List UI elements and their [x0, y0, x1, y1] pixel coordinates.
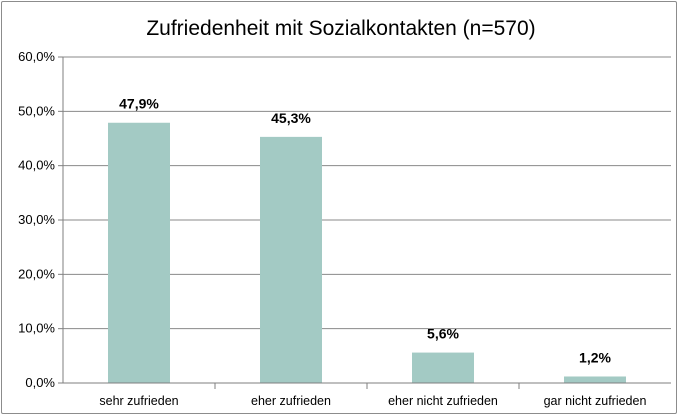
bar [412, 352, 474, 383]
data-label: 47,9% [119, 96, 159, 112]
y-tick-label: 50,0% [18, 103, 55, 118]
y-tick-label: 0,0% [25, 375, 55, 390]
x-tick-label: eher nicht zufrieden [388, 394, 498, 408]
chart-title: Zufriedenheit mit Sozialkontakten (n=570… [146, 17, 535, 40]
y-tick-label: 60,0% [18, 49, 55, 64]
y-axis-tick-labels: 0,0% 10,0% 20,0% 30,0% 40,0% 50,0% 60,0% [18, 49, 63, 390]
data-label: 1,2% [579, 349, 611, 365]
bar-chart: Zufriedenheit mit Sozialkontakten (n=570… [18, 17, 671, 408]
y-tick-label: 20,0% [18, 266, 55, 281]
data-label: 5,6% [427, 326, 459, 342]
x-tick-label: sehr zufrieden [99, 394, 178, 408]
data-label: 45,3% [271, 110, 311, 126]
axes [62, 57, 671, 384]
bars [108, 122, 626, 383]
x-tick-label: eher zufrieden [251, 394, 331, 408]
bar [260, 136, 322, 383]
y-tick-label: 40,0% [18, 158, 55, 173]
x-axis-tick-labels: sehr zufrieden eher zufrieden eher nicht z… [99, 383, 646, 408]
y-tick-label: 30,0% [18, 212, 55, 227]
bar [108, 122, 170, 383]
x-tick-label: gar nicht zufrieden [544, 394, 647, 408]
data-labels: 47,9% 45,3% 5,6% 1,2% [119, 96, 611, 366]
y-tick-label: 10,0% [18, 321, 55, 336]
bar [564, 376, 626, 383]
chart-frame: Zufriedenheit mit Sozialkontakten (n=570… [1, 1, 677, 414]
